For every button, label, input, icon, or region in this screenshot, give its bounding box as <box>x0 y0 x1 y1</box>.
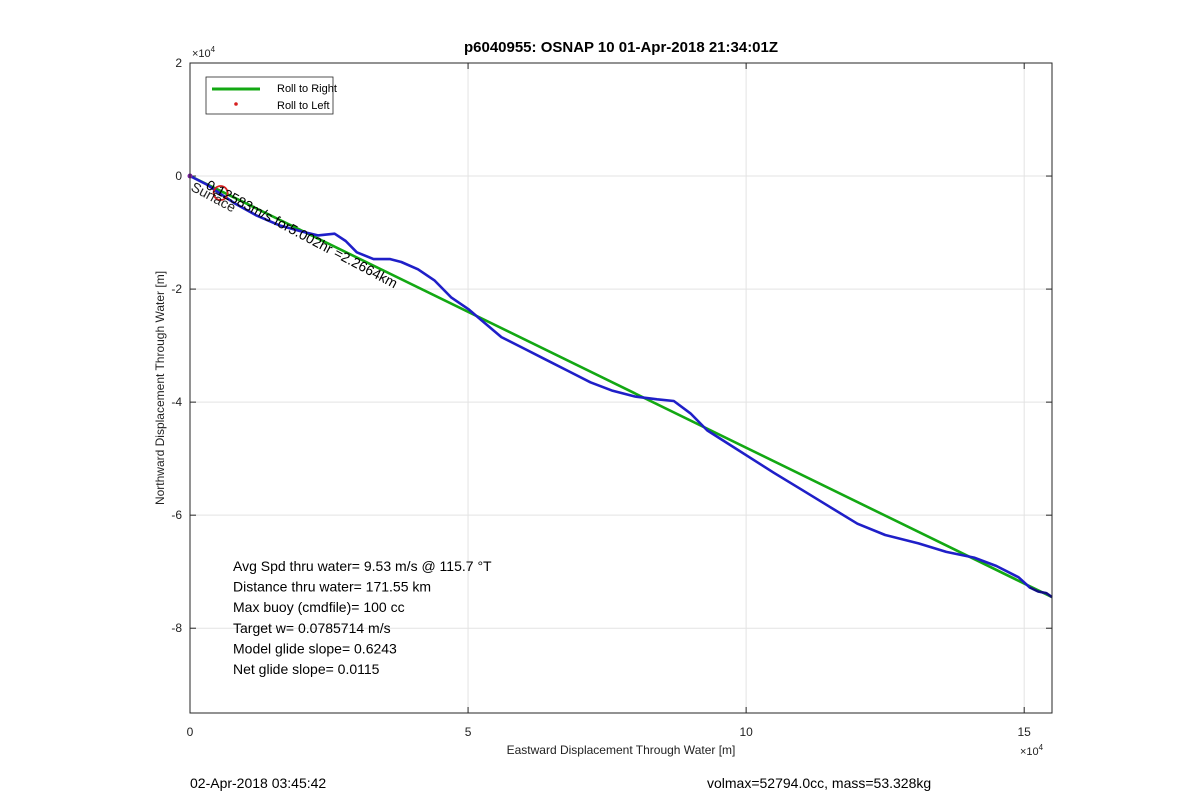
y-tick-label: -8 <box>171 621 182 635</box>
series-line-track <box>189 174 1053 599</box>
y-axis-label: Northward Displacement Through Water [m] <box>153 271 167 505</box>
y-tick-labels: 2 0 -2 -4 -6 -8 <box>171 56 182 635</box>
legend-label-roll-left: Roll to Left <box>277 100 330 112</box>
x-axis-label: Eastward Displacement Through Water [m] <box>507 743 736 757</box>
legend-label-roll-right: Roll to Right <box>277 83 337 95</box>
stat-line: Model glide slope= 0.6243 <box>233 640 397 656</box>
y-tick-label: -6 <box>171 508 182 522</box>
footer-volmax: volmax=52794.0cc, mass=53.328kg <box>707 775 931 791</box>
marker-roll-left-circle <box>212 185 229 201</box>
stats-block: Avg Spd thru water= 9.53 m/s @ 115.7 °T D… <box>233 558 492 677</box>
series-line-roll-to-right <box>189 174 1053 599</box>
series-group <box>187 173 1053 599</box>
x-tick-label: 10 <box>739 725 753 739</box>
track-tail <box>1029 586 1053 599</box>
legend-box <box>205 76 334 115</box>
stat-line: Avg Spd thru water= 9.53 m/s @ 115.7 °T <box>233 558 492 574</box>
plot-frame <box>189 62 1053 714</box>
x-tick-label: 0 <box>187 725 194 739</box>
footer-timestamp: 02-Apr-2018 03:45:42 <box>190 775 326 791</box>
stat-line: Max buoy (cmdfile)= 100 cc <box>233 599 405 615</box>
y-exponent-power: 4 <box>211 45 216 54</box>
y-exponent-base: ×10 <box>192 48 211 60</box>
y-exponent: ×104 <box>192 45 216 60</box>
chart-title: p6040955: OSNAP 10 01-Apr-2018 21:34:01Z <box>464 39 778 56</box>
y-tick-label: 2 <box>175 56 182 70</box>
stat-line: Net glide slope= 0.0115 <box>233 661 380 677</box>
x-tick-label: 5 <box>465 725 472 739</box>
legend-dot-roll-left <box>234 102 238 106</box>
x-tick-labels: 0 5 10 15 <box>187 725 1032 739</box>
x-tick-label: 15 <box>1018 725 1032 739</box>
y-tick-label: -2 <box>171 282 182 296</box>
x-exponent-base: ×10 <box>1020 746 1039 758</box>
x-exponent: ×104 <box>1020 743 1044 758</box>
stat-line: Distance thru water= 171.55 km <box>233 579 431 595</box>
stat-line: Target w= 0.0785714 m/s <box>233 620 391 636</box>
y-tick-label: 0 <box>175 169 182 183</box>
y-tick-label: -4 <box>171 395 182 409</box>
x-exponent-power: 4 <box>1039 743 1044 752</box>
plot-area <box>190 63 1052 713</box>
legend: Roll to Right Roll to Left <box>205 76 337 115</box>
